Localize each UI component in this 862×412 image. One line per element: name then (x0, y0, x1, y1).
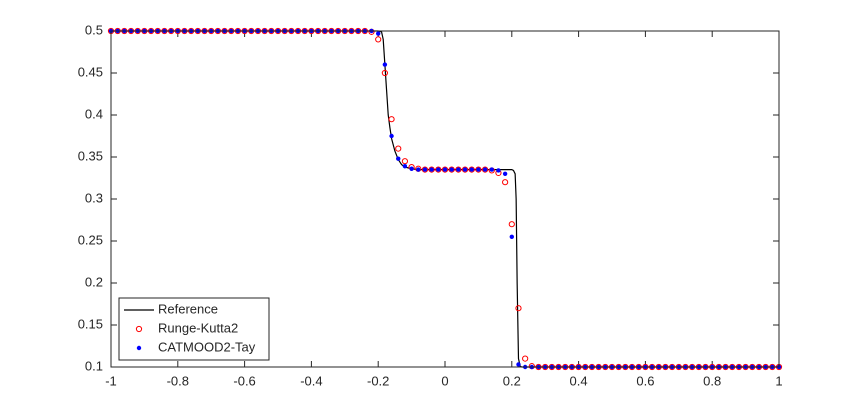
marker (396, 156, 401, 161)
x-tick-label: -0.4 (300, 373, 322, 388)
marker (449, 167, 454, 172)
x-tick-label: 0.2 (503, 373, 521, 388)
marker (416, 167, 421, 172)
marker (469, 167, 474, 172)
x-tick-label: -0.6 (233, 373, 255, 388)
marker (376, 31, 381, 36)
marker (482, 167, 488, 172)
legend-label: Reference (158, 301, 218, 316)
marker (382, 62, 388, 67)
x-tick-label: 0.6 (636, 373, 654, 388)
marker (389, 133, 394, 139)
y-tick-label: 0.15 (78, 316, 103, 331)
marker (135, 325, 143, 333)
y-tick-label: 0.45 (78, 64, 103, 79)
marker (468, 166, 475, 173)
x-tick-label: 0.8 (703, 373, 721, 388)
marker (442, 167, 448, 172)
x-tick-label: 1 (775, 373, 782, 388)
marker (508, 221, 515, 228)
y-tick-label: 0.1 (85, 358, 103, 373)
marker (476, 167, 481, 172)
marker (448, 166, 455, 173)
marker (395, 145, 402, 152)
y-tick-label: 0.35 (78, 148, 103, 163)
y-tick-label: 0.25 (78, 232, 103, 247)
marker (421, 166, 429, 173)
x-tick-label: -0.8 (167, 373, 189, 388)
x-tick-label: -0.2 (367, 373, 389, 388)
legend-box (118, 297, 270, 361)
y-tick-label: 0.5 (85, 22, 103, 37)
marker (502, 179, 509, 186)
y-tick-label: 0.4 (85, 106, 103, 121)
y-tick-label: 0.3 (85, 190, 103, 205)
marker (422, 167, 428, 172)
marker (509, 234, 514, 239)
marker (462, 167, 468, 172)
marker (522, 355, 529, 362)
marker (461, 166, 469, 173)
marker (435, 166, 442, 173)
y-tick-label: 0.2 (85, 274, 103, 289)
marker (409, 166, 414, 171)
marker (136, 345, 142, 351)
marker (455, 166, 462, 173)
marker (502, 171, 508, 176)
marker (481, 166, 489, 173)
marker (456, 167, 461, 172)
marker (375, 36, 382, 43)
marker (381, 69, 388, 77)
marker (388, 116, 395, 123)
marker (515, 305, 522, 312)
marker (475, 166, 482, 173)
axes-box (110, 30, 780, 368)
legend-label: CATMOOD2-Tay (158, 339, 256, 354)
legend-label: Runge-Kutta2 (158, 320, 238, 335)
x-tick-label: 0 (441, 373, 448, 388)
x-tick-label: -1 (105, 373, 117, 388)
marker (516, 362, 521, 367)
marker (428, 166, 435, 173)
marker (496, 168, 501, 173)
reference-line (111, 30, 779, 368)
marker (401, 158, 409, 165)
marker (402, 164, 408, 169)
marker (489, 167, 494, 172)
marker (441, 166, 449, 173)
marker (429, 167, 434, 172)
marker (436, 167, 441, 172)
x-tick-label: 0.4 (570, 373, 588, 388)
